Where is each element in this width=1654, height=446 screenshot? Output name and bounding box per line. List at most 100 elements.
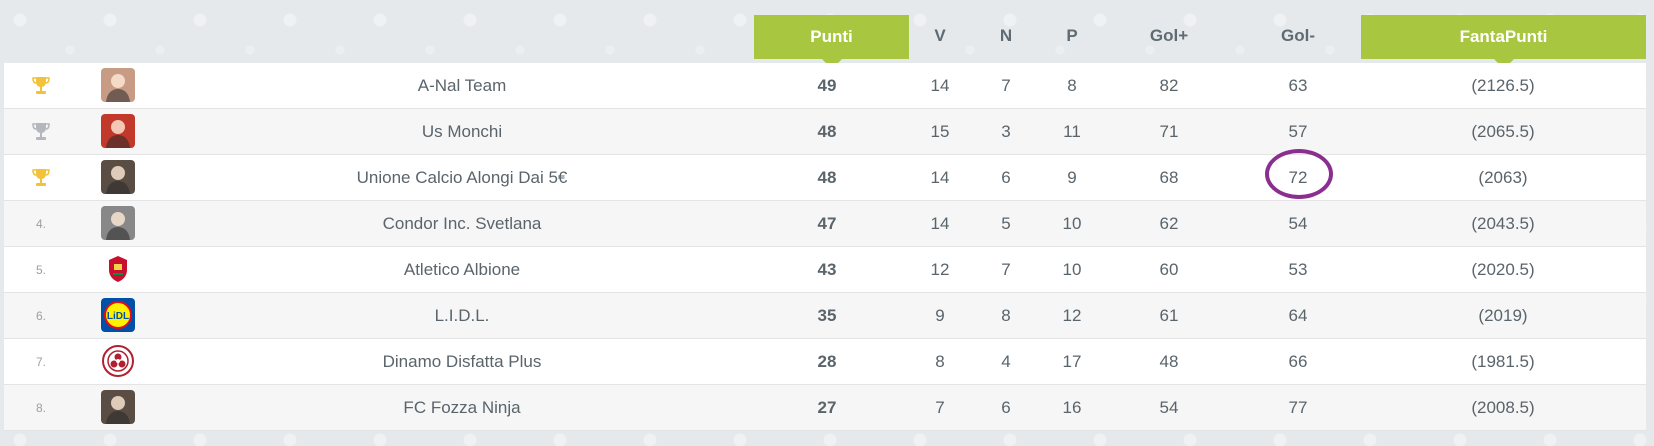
losses-value: 11: [1063, 122, 1081, 141]
punti-value: 48: [817, 168, 837, 187]
goals-for-value: 60: [1159, 260, 1179, 279]
punti-value: 47: [817, 214, 837, 233]
gold-trophy-icon: [26, 63, 56, 108]
draws-value: 6: [1001, 398, 1011, 417]
wins-value: 14: [930, 76, 950, 95]
rank-number: 7.: [26, 339, 56, 384]
wins-value: 14: [930, 214, 950, 233]
fantapunti-value: (2008.5): [1471, 398, 1535, 417]
losses-value: 9: [1067, 168, 1077, 187]
draws-value: 7: [1001, 76, 1011, 95]
punti-value: 43: [817, 260, 837, 279]
rank-label: 5.: [35, 262, 46, 277]
goals-against-value: 77: [1288, 398, 1308, 417]
draws-value: 3: [1001, 122, 1011, 141]
table-row[interactable]: Unione Calcio Alongi Dai 5€ 48 14 6 9 68 72 (20…: [4, 155, 1646, 201]
rank-label: 8.: [35, 400, 46, 415]
fantapunti-value: (2019): [1478, 306, 1528, 325]
punti-value: 35: [817, 306, 837, 325]
fantapunti-value: (1981.5): [1471, 352, 1535, 371]
team-name[interactable]: Us Monchi: [421, 122, 503, 141]
goals-against-value: 72: [1288, 168, 1308, 187]
draws-value: 8: [1001, 306, 1011, 325]
table-row[interactable]: 6. LiDL L.I.D.L. 35 9 8 12 61 64 (2019): [4, 293, 1646, 339]
column-header-v[interactable]: V: [934, 26, 946, 45]
losses-value: 8: [1067, 76, 1077, 95]
wins-value: 12: [930, 260, 950, 279]
goals-against-value: 63: [1288, 76, 1308, 95]
goals-for-value: 71: [1159, 122, 1179, 141]
rank-number: 5.: [26, 247, 56, 292]
fantapunti-value: (2126.5): [1471, 76, 1535, 95]
rank-number: 4.: [26, 201, 56, 246]
wins-value: 15: [930, 122, 950, 141]
standings-header: Punti V N P Gol+ Gol- FantaPunti: [0, 0, 1654, 69]
column-header-n[interactable]: N: [999, 26, 1013, 45]
losses-value: 10: [1062, 214, 1082, 233]
rank-label: 6.: [35, 308, 46, 323]
goals-for-value: 48: [1159, 352, 1179, 371]
losses-value: 16: [1062, 398, 1082, 417]
team-name[interactable]: A-Nal Team: [417, 76, 507, 95]
goals-for-value: 54: [1159, 398, 1179, 417]
wins-value: 14: [930, 168, 950, 187]
goals-against-value: 57: [1288, 122, 1308, 141]
team-name[interactable]: Condor Inc. Svetlana: [382, 214, 542, 233]
goals-for-value: 68: [1159, 168, 1179, 187]
liverpool-crest-icon[interactable]: [101, 252, 135, 286]
goals-against-value: 66: [1288, 352, 1308, 371]
fantapunti-value: (2063): [1478, 168, 1528, 187]
losses-value: 12: [1062, 306, 1082, 325]
silver-trophy-icon: [26, 109, 56, 154]
column-header-fantapunti[interactable]: FantaPunti: [1361, 15, 1646, 69]
losses-value: 17: [1062, 352, 1082, 371]
avatar-photo-icon[interactable]: [101, 68, 135, 102]
goals-against-value: 53: [1288, 260, 1308, 279]
goals-against-value: 64: [1288, 306, 1308, 325]
fantapunti-value: (2043.5): [1471, 214, 1535, 233]
column-header-gol-plus[interactable]: Gol+: [1149, 26, 1189, 45]
avatar-photo-icon[interactable]: [101, 160, 135, 194]
column-header-punti[interactable]: Punti: [754, 15, 909, 69]
avatar-photo-icon[interactable]: [101, 390, 135, 424]
wins-value: 9: [935, 306, 945, 325]
goals-for-value: 62: [1159, 214, 1179, 233]
table-row[interactable]: 5. Atletico Albione 43 12 7 10 60 53 (2020.5): [4, 247, 1646, 293]
table-row[interactable]: 4. Condor Inc. Svetlana 47 14 5 10 62 54 (2043.5…: [4, 201, 1646, 247]
draws-value: 4: [1001, 352, 1011, 371]
draws-value: 5: [1001, 214, 1011, 233]
column-header-p[interactable]: P: [1066, 26, 1078, 45]
table-row[interactable]: 7. Dinamo Disfatta Plus 28 8 4 17 48 66 (1981.5): [4, 339, 1646, 385]
wins-value: 8: [935, 352, 945, 371]
goals-for-value: 61: [1159, 306, 1179, 325]
punti-value: 27: [817, 398, 837, 417]
table-row[interactable]: Us Monchi 48 15 3 11 71 57 (2065.5): [4, 109, 1646, 155]
draws-value: 6: [1001, 168, 1011, 187]
punti-value: 48: [817, 122, 837, 141]
fantapunti-value: (2020.5): [1471, 260, 1535, 279]
table-row[interactable]: 8. FC Fozza Ninja 27 7 6 16 54 77 (2008.5): [4, 385, 1646, 431]
team-name[interactable]: L.I.D.L.: [434, 306, 490, 325]
table-row[interactable]: A-Nal Team 49 14 7 8 82 63 (2126.5): [4, 63, 1646, 109]
team-name[interactable]: FC Fozza Ninja: [403, 398, 521, 417]
draws-value: 7: [1001, 260, 1011, 279]
team-name[interactable]: Dinamo Disfatta Plus: [382, 352, 542, 371]
avatar-photo-icon[interactable]: [101, 206, 135, 240]
avatar-photo-icon[interactable]: [101, 114, 135, 148]
team-name[interactable]: Unione Calcio Alongi Dai 5€: [356, 168, 568, 187]
column-header-gol-minus[interactable]: Gol-: [1281, 26, 1315, 45]
punti-label: Punti: [810, 27, 853, 46]
losses-value: 10: [1062, 260, 1082, 279]
svg-text:LiDL: LiDL: [107, 311, 129, 322]
rank-number: 6.: [26, 293, 56, 338]
punti-value: 49: [817, 76, 837, 95]
wins-value: 7: [935, 398, 945, 417]
goals-against-value: 54: [1288, 214, 1308, 233]
biohazard-badge-icon[interactable]: [101, 344, 135, 378]
rank-label: 7.: [35, 354, 46, 369]
gold-trophy-icon: [26, 155, 56, 200]
goals-for-value: 82: [1159, 76, 1179, 95]
team-name[interactable]: Atletico Albione: [403, 260, 521, 279]
punti-value: 28: [817, 352, 837, 371]
lidl-logo-icon[interactable]: LiDL: [101, 298, 135, 332]
